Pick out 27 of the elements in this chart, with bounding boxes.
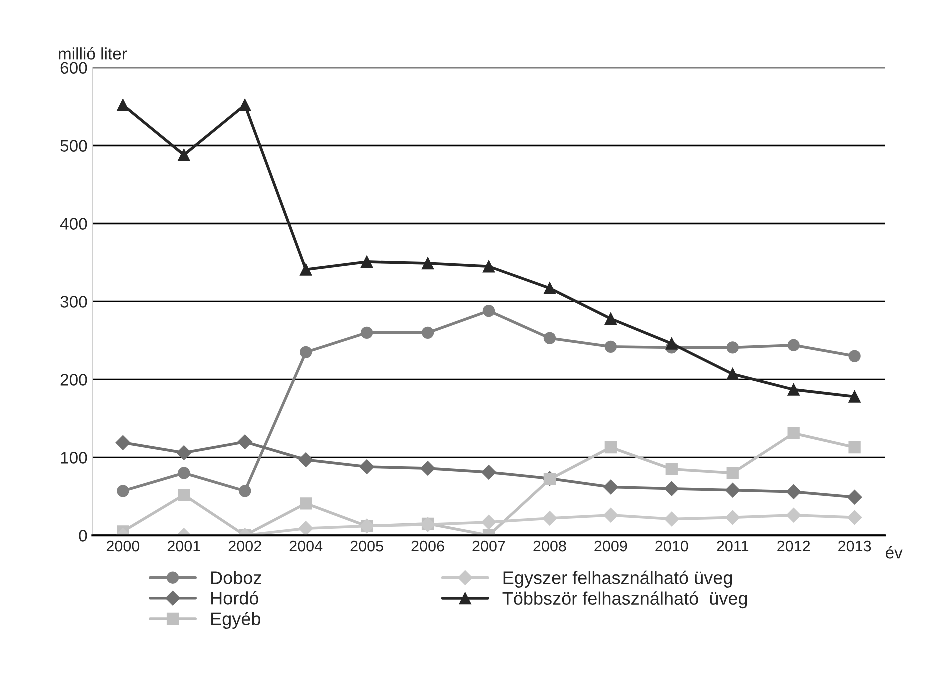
x-tick-label: 2010 [656,540,688,552]
x-tick-label: 2001 [168,540,200,552]
legend-label: Egyszer felhasználható üveg [504,570,732,588]
y-axis-title: millió liter [59,47,128,60]
x-tick-label: 2004 [290,540,323,552]
y-tick-label: 0 [79,530,88,542]
y-tick-label: 200 [60,374,88,386]
x-tick-label: 2005 [350,540,384,552]
x-tick-label: 2002 [228,540,262,552]
legend-label: Többször felhasználható üveg [502,592,748,609]
x-tick-label: 2007 [472,540,506,552]
x-tick-label: 2012 [778,540,810,552]
x-tick-label: 2009 [594,540,628,552]
x-axis-title: év [886,546,903,559]
y-tick-label: 400 [60,218,88,230]
y-tick-label: 500 [60,140,88,152]
x-tick-label: 2008 [534,540,566,552]
y-tick-label: 600 [60,62,88,74]
x-tick-label: 2000 [106,540,140,552]
y-tick-label: 300 [60,296,88,308]
legend-label: Hordó [212,591,258,605]
x-tick-label: 2013 [838,540,872,552]
y-tick-label: 100 [61,452,88,464]
x-tick-label: 2006 [412,540,444,552]
legend-label: Doboz [212,571,262,584]
legend-label: Egyéb [212,612,260,630]
x-tick-label: 2011 [717,540,749,552]
